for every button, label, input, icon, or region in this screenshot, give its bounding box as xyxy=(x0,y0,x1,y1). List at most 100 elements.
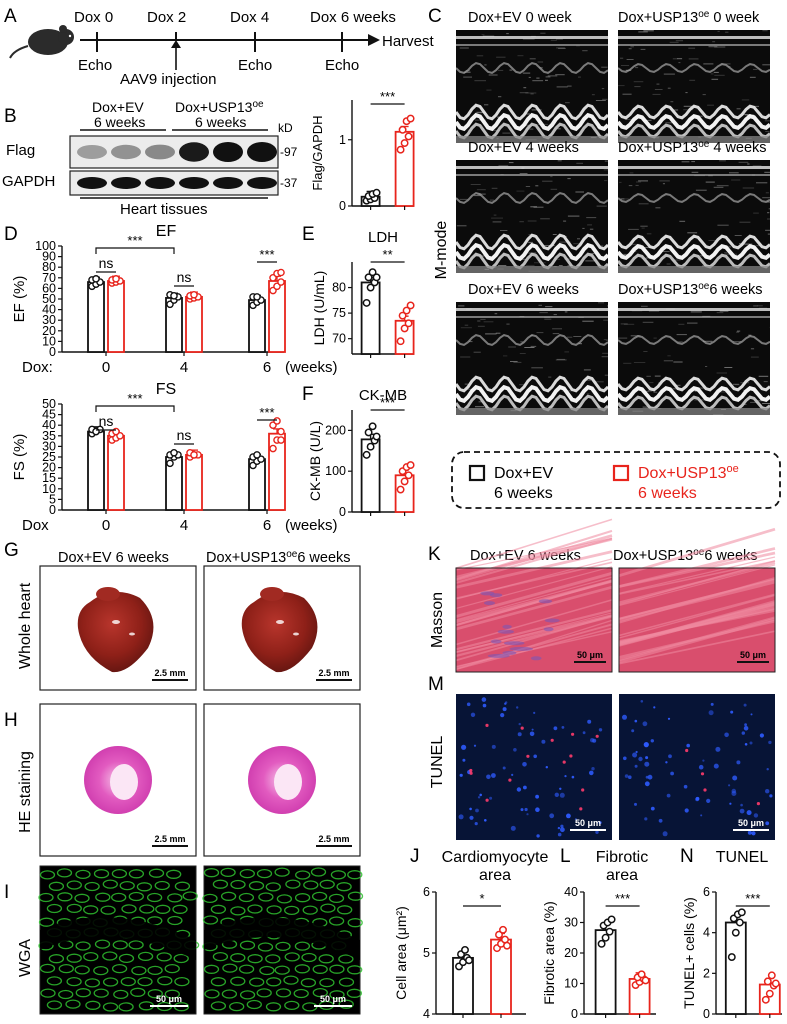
chart-title: EF xyxy=(156,223,177,240)
wga-cell-outline xyxy=(66,953,82,963)
echo-texture xyxy=(456,160,608,273)
wga-cell-outline xyxy=(39,870,56,880)
tunel-nucleus xyxy=(729,802,732,805)
wga-cell-outline xyxy=(66,903,82,914)
tunel-nucleus xyxy=(535,794,539,799)
wga-cell-outline xyxy=(111,963,128,974)
data-point xyxy=(402,306,411,315)
chart-l: 0 10 20 30 40 *** Fibrotic area (%) Fibroticare… xyxy=(541,849,656,1021)
echo-speckle xyxy=(768,208,770,210)
data-point xyxy=(763,977,772,986)
tunel-nucleus xyxy=(535,807,540,812)
echo-title: Dox+EV 6 weeks xyxy=(468,282,579,298)
tunel-nucleus xyxy=(736,760,741,765)
echo-speckle xyxy=(643,351,648,352)
echo-wall-top xyxy=(456,174,608,176)
echo-speckle xyxy=(498,96,502,98)
tunel-nucleus xyxy=(557,826,561,830)
wga-cell-outline xyxy=(329,990,345,1000)
timeline-echo-1: Echo xyxy=(78,57,112,74)
wga-cell-outline xyxy=(121,904,137,914)
wga-cell-outline xyxy=(38,892,54,903)
data-point xyxy=(368,422,377,431)
echo-speckle xyxy=(542,180,553,182)
wb-band-gapdh xyxy=(179,177,209,189)
wga-cell-outline xyxy=(172,904,188,914)
data-point xyxy=(731,928,740,937)
y-tick-label: 30 xyxy=(564,916,578,930)
tunel-nucleus xyxy=(560,824,564,828)
echo-speckle xyxy=(540,218,550,220)
tunel-nucleus xyxy=(765,821,770,826)
wga-cell-outline xyxy=(156,952,172,962)
echo-speckle xyxy=(493,214,497,216)
tunel-positive-nucleus xyxy=(526,754,530,758)
echo-speckle xyxy=(477,320,481,322)
echo-speckle xyxy=(582,320,594,322)
echo-speckle xyxy=(545,306,553,308)
wga-cell-outline xyxy=(276,894,293,904)
echo-speckle xyxy=(629,172,634,174)
echo-speckle xyxy=(536,77,540,79)
echo-speckle xyxy=(757,305,763,307)
panel-label-k: K xyxy=(428,544,441,565)
masson-frame xyxy=(455,567,613,673)
wga-cell-outline xyxy=(120,976,136,987)
echo-speckle xyxy=(603,319,608,321)
echo-texture xyxy=(618,160,770,273)
echo-wall-trace xyxy=(618,253,770,269)
wga-cell-outline xyxy=(230,976,246,986)
echo-speckle xyxy=(741,99,750,101)
row-label-tunel: TUNEL xyxy=(429,736,446,789)
data-point xyxy=(607,915,616,924)
wga-cell-outline xyxy=(347,918,363,928)
echo-speckle xyxy=(734,235,742,236)
echo-speckle xyxy=(753,68,758,70)
echo-speckle xyxy=(530,93,534,95)
echo-speckle xyxy=(670,109,679,111)
masson-fiber xyxy=(455,518,613,569)
echo-speckle xyxy=(753,305,758,307)
echo-speckle xyxy=(631,243,642,245)
wga-cell-outline xyxy=(74,965,90,975)
tunel-nucleus xyxy=(640,700,644,703)
wga-cell-outline xyxy=(66,880,82,890)
tunel-nucleus xyxy=(523,785,527,790)
tunel-nucleus xyxy=(715,746,721,752)
tunel-nucleus xyxy=(520,808,524,812)
echo-speckle xyxy=(713,71,719,73)
y-tick-label: 200 xyxy=(325,423,346,437)
echo-speckle xyxy=(506,323,510,325)
scale-bar-label: 50 μm xyxy=(156,994,182,1004)
echo-texture xyxy=(618,305,770,415)
echo-speckle xyxy=(690,311,702,313)
echo-speckle xyxy=(586,217,597,219)
tunel-nucleus xyxy=(477,796,481,799)
tunel-nucleus xyxy=(516,706,519,709)
echo-speckle xyxy=(630,46,634,48)
wga-cell-outline xyxy=(203,868,220,878)
data-point xyxy=(277,278,285,286)
echo-speckle xyxy=(603,339,607,341)
echo-speckle xyxy=(525,128,534,130)
data-point xyxy=(737,908,746,917)
echo-speckle xyxy=(620,323,628,325)
data-point xyxy=(112,275,120,283)
echo-speckle xyxy=(550,176,553,178)
echo-speckle xyxy=(519,221,524,223)
masson-collagen xyxy=(497,629,514,634)
echo-speckle xyxy=(703,63,714,65)
y-axis-label: FS (%) xyxy=(11,434,28,481)
echo-speckle xyxy=(695,189,707,191)
wga-cell-outline xyxy=(139,904,155,914)
masson-fiber xyxy=(618,617,776,664)
wga-cell-outline xyxy=(40,988,56,998)
legend: Dox+EV 6 weeks Dox+USP13oe 6 weeks xyxy=(451,451,781,509)
data-point xyxy=(253,293,261,301)
wga-cell-outline xyxy=(174,881,191,891)
echo-base xyxy=(456,266,608,273)
echo-wall-trace xyxy=(618,123,770,139)
echo-image xyxy=(456,30,608,143)
echo-speckle xyxy=(583,369,591,371)
echo-speckle xyxy=(604,180,608,182)
